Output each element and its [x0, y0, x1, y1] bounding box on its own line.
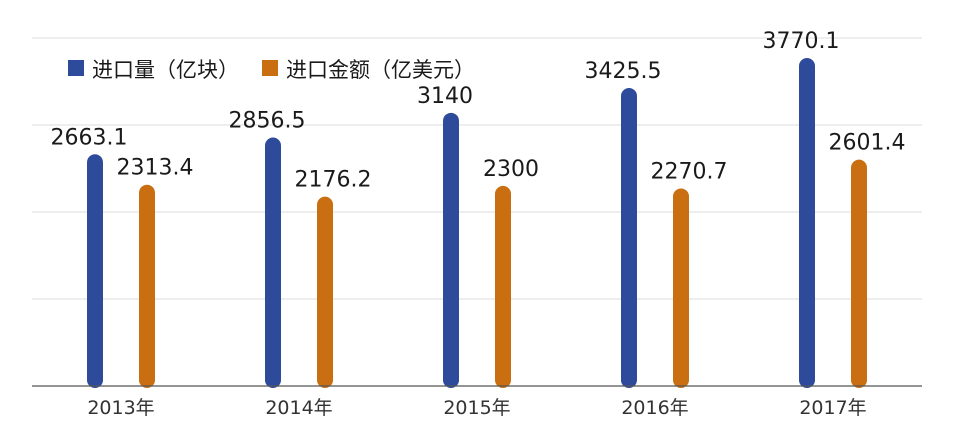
- x-tick-label: 2016年: [621, 397, 688, 419]
- x-tick-label: 2014年: [265, 397, 332, 419]
- x-tick-label: 2017年: [799, 397, 866, 419]
- legend: 进口量（亿块） 进口金额（亿美元）: [68, 58, 475, 82]
- data-label-series-1: 2601.4: [829, 131, 906, 156]
- x-tick-label: 2015年: [443, 397, 510, 419]
- data-label-series-1: 2313.4: [117, 156, 194, 181]
- bar-series-1: [673, 188, 689, 388]
- legend-swatch-series-0: [68, 60, 84, 76]
- x-axis: 2013年 2014年 2015年 2016年 2017年: [32, 385, 922, 419]
- bar-series-1: [317, 196, 333, 388]
- data-label-series-0: 2663.1: [51, 125, 128, 150]
- bar-series-0: [87, 154, 103, 388]
- bar-series-0: [265, 137, 281, 388]
- gridlines: [32, 37, 922, 300]
- data-label-series-0: 3425.5: [585, 59, 662, 84]
- x-tick-label: 2013年: [87, 397, 154, 419]
- bar-series-1: [851, 159, 867, 388]
- legend-label-series-0: 进口量（亿块）: [92, 58, 239, 82]
- legend-label-series-1: 进口金额（亿美元）: [286, 58, 475, 82]
- bars: [87, 58, 867, 388]
- data-label-series-1: 2270.7: [651, 159, 728, 184]
- data-label-series-1: 2300: [483, 157, 539, 182]
- data-label-series-0: 2856.5: [229, 108, 306, 133]
- legend-swatch-series-1: [262, 60, 278, 76]
- bar-series-0: [799, 58, 815, 388]
- bar-series-0: [621, 87, 637, 388]
- bar-series-0: [443, 112, 459, 388]
- value-labels: 2663.1 2313.4 2856.5 2176.2 3140 2300 3425.5 22…: [51, 29, 906, 193]
- bar-series-1: [139, 184, 155, 388]
- bar-series-1: [495, 185, 511, 388]
- data-label-series-0: 3770.1: [763, 29, 840, 54]
- data-label-series-1: 2176.2: [295, 168, 372, 193]
- data-label-series-0: 3140: [417, 84, 473, 109]
